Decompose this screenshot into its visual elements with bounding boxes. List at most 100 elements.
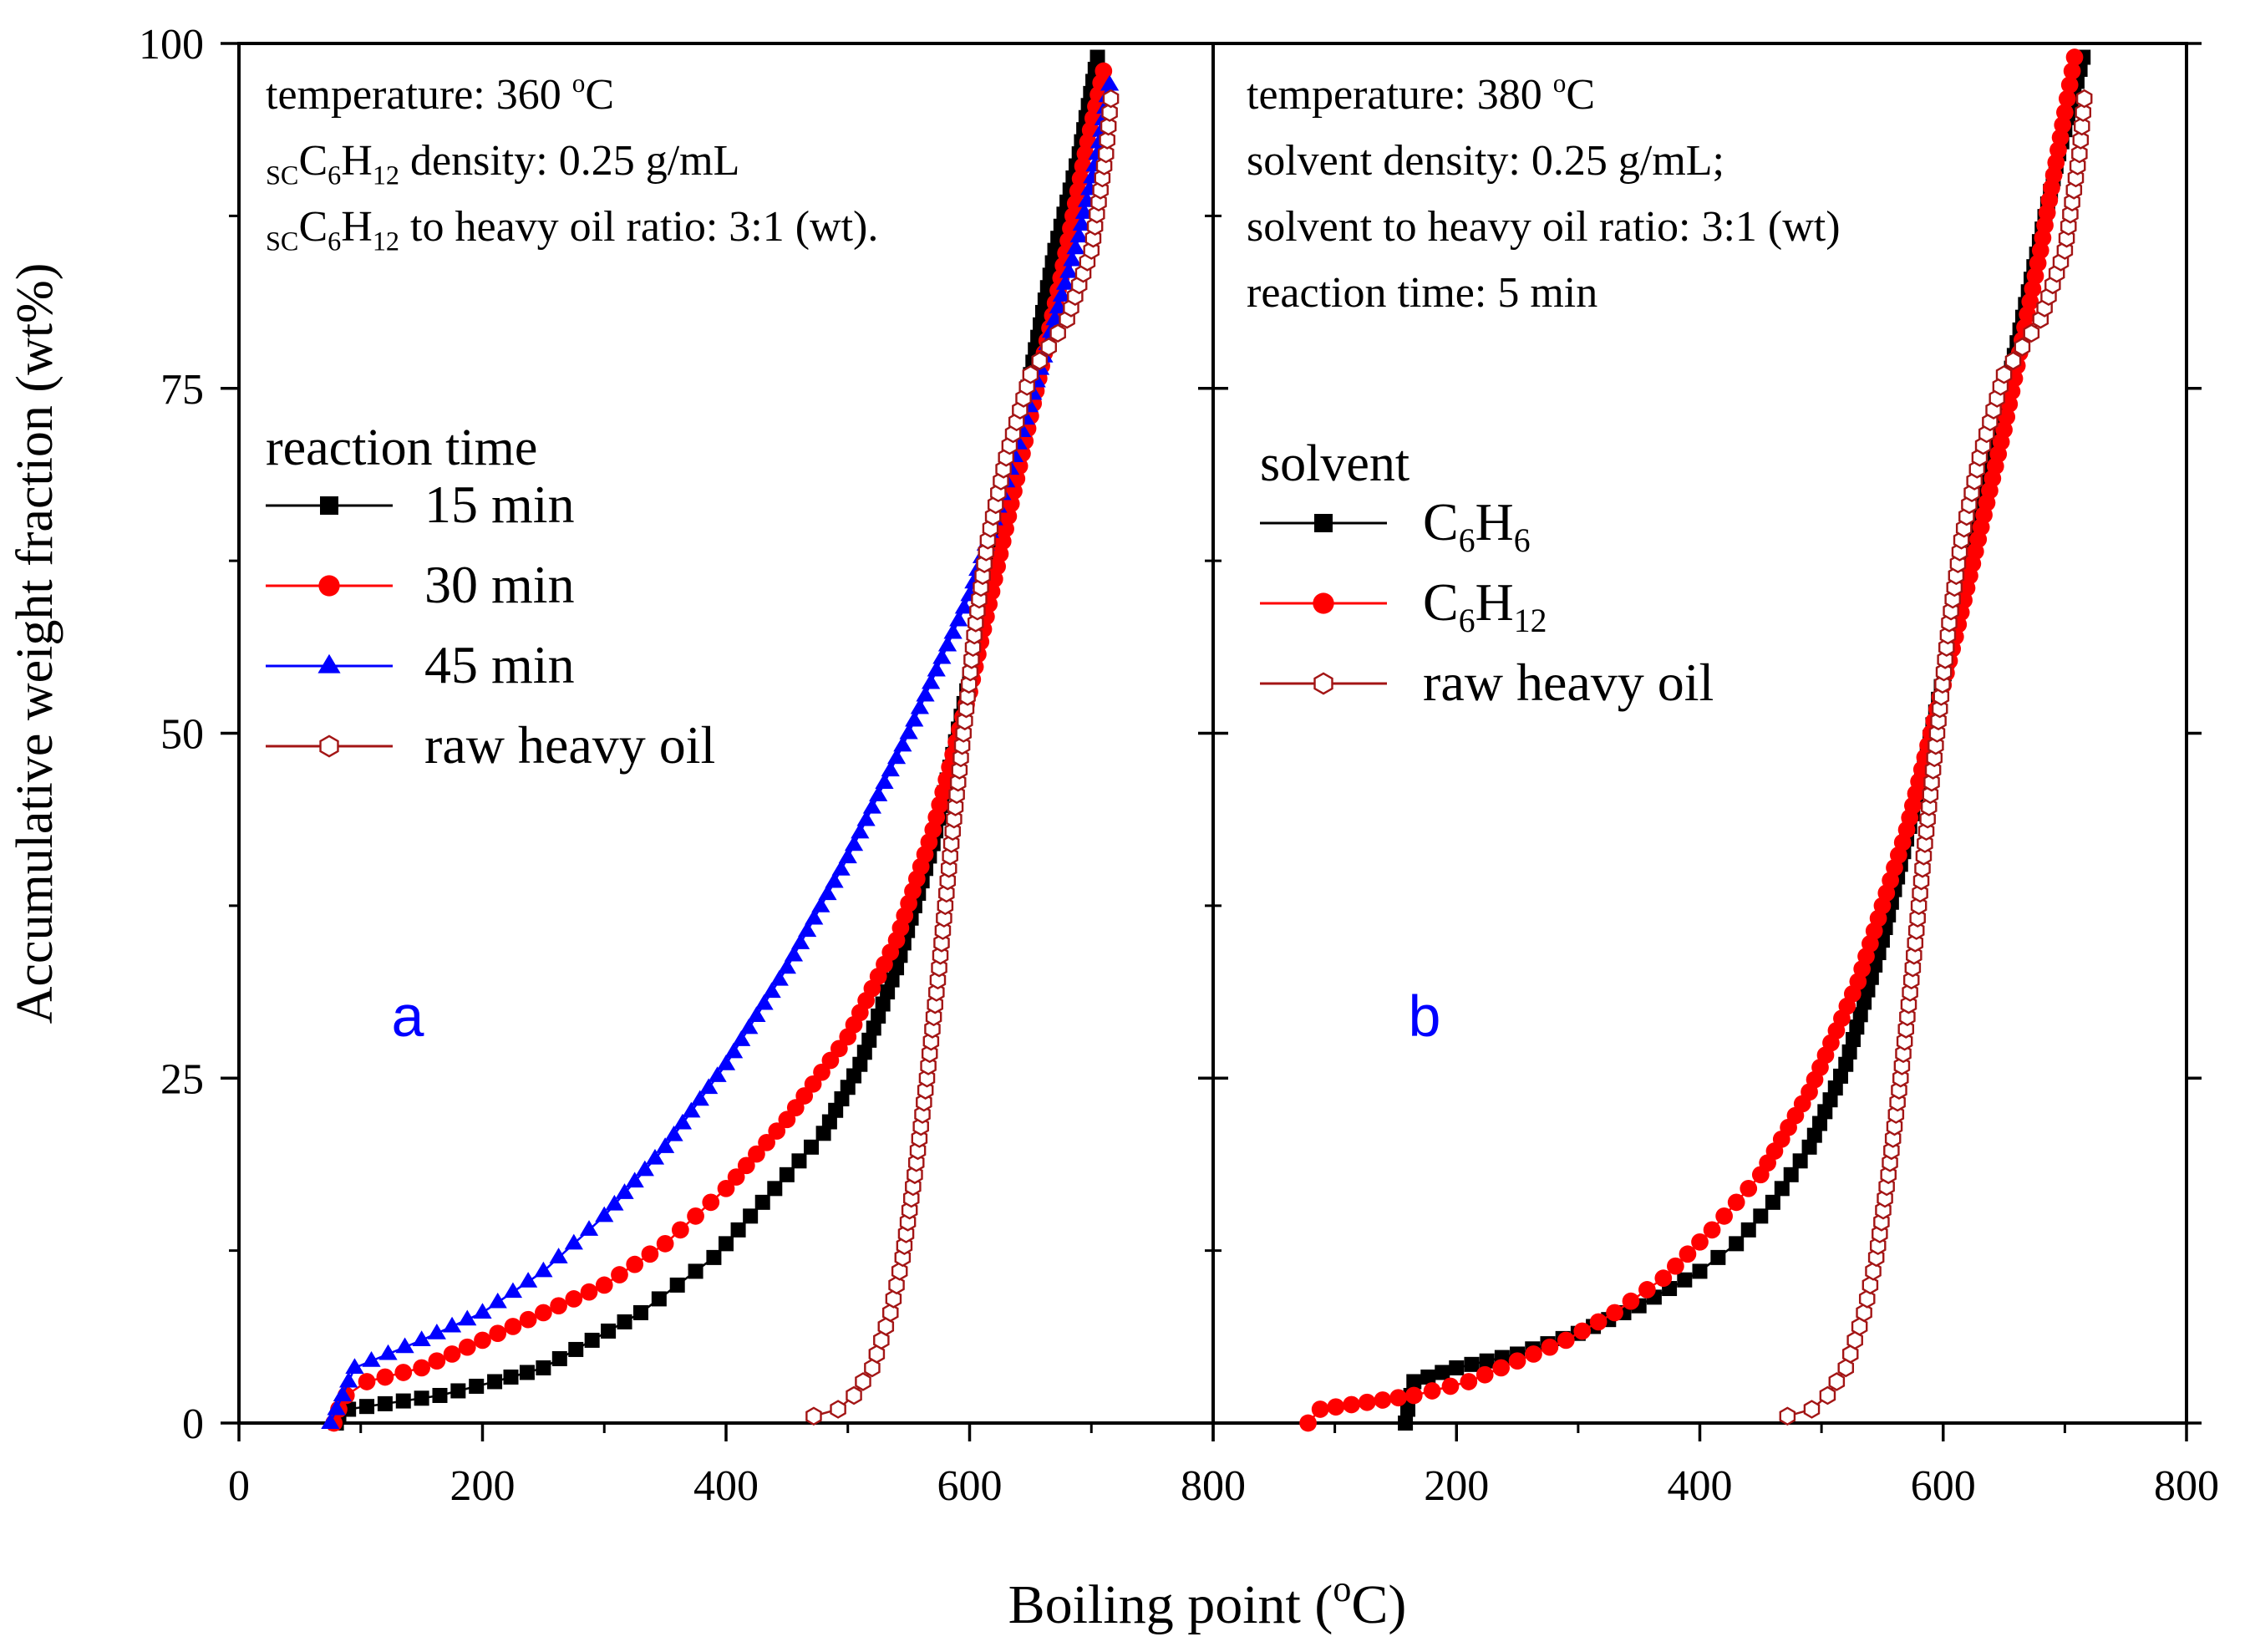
data-point [535,1304,552,1322]
data-point [719,1236,734,1252]
data-point [488,1292,507,1309]
data-point [937,635,957,652]
data-point [1833,1068,1849,1084]
y-tick-label: 75 [160,366,204,414]
series-c6h12 [1299,48,2084,1432]
data-point [830,1039,848,1058]
data-point [1089,49,1105,65]
data-point [1059,262,1079,278]
data-point [2060,76,2079,94]
x-tick-label: 600 [1911,1462,1976,1510]
data-point [871,1008,886,1024]
data-point [1856,1303,1872,1323]
data-point [1710,1249,1726,1265]
data-point [327,1399,346,1416]
data-point [564,1233,583,1250]
data-point [625,1172,644,1188]
data-point [2029,254,2047,272]
y-tick-label: 50 [160,711,204,759]
data-point [869,785,888,801]
data-point [779,1167,795,1182]
data-point [487,1374,503,1390]
data-point [893,735,912,752]
data-point [339,1371,358,1388]
data-point [754,1194,770,1210]
data-point [333,1385,353,1401]
data-point [1476,1365,1494,1384]
data-point [1097,144,1115,164]
data-point [504,1318,522,1335]
data-point [747,1006,766,1022]
data-point [1095,62,1113,80]
data-point [321,1413,340,1430]
data-point [938,883,955,903]
data-point [1374,1391,1392,1409]
data-point [769,969,789,986]
data-point [1998,408,2016,426]
data-point [1358,1393,1376,1411]
data-point [412,1330,431,1346]
data-point [2075,103,2091,122]
data-point [2014,337,2031,357]
data-point [855,1372,871,1391]
data-point [934,921,952,940]
data-point [702,1193,720,1212]
data-point [2063,62,2081,80]
series-line [1307,57,2076,1424]
data-point [862,797,882,814]
data-point [2056,104,2074,121]
data-point [1638,1281,1656,1299]
data-point [899,723,918,740]
data-point [427,1323,446,1339]
data-point [345,1358,364,1374]
data-point [877,1317,895,1336]
data-point [2019,305,2036,323]
data-point [786,1099,805,1116]
data-point [611,1266,628,1283]
data-point [885,1289,902,1309]
data-point [1063,250,1082,267]
data-point [1910,896,1928,916]
data-point [884,972,900,988]
data-point [1299,1414,1317,1432]
data-point [1022,364,1039,384]
data-point [2026,267,2044,285]
data-point [927,660,946,677]
data-point [1055,274,1075,290]
data-point [2058,89,2076,108]
data-point [565,1290,583,1308]
data-point [732,1030,751,1046]
data-point [1400,1401,1415,1417]
data-point [450,1383,466,1399]
y-tick-label: 0 [182,1400,204,1448]
data-point [1851,1317,1868,1336]
data-point [1774,1181,1790,1197]
data-point [1654,1269,1673,1287]
data-point [932,648,952,664]
data-point [568,1341,584,1357]
data-point [414,1390,429,1406]
legend-swatch-marker [1313,672,1333,695]
data-point [805,1406,822,1426]
data-point [844,835,864,851]
data-point [758,1133,775,1151]
data-point [1691,1233,1709,1251]
data-point [1856,994,1872,1010]
data-point [1803,1400,1821,1419]
data-point [791,1153,807,1169]
data-point [503,1282,523,1299]
data-point [2023,323,2040,343]
data-point [1100,74,1120,91]
data-point [595,1276,613,1294]
data-point [1914,859,1931,878]
series-raw-heavy-oil [1779,89,2093,1426]
y-tick-label: 25 [160,1055,204,1103]
data-point [378,1344,398,1360]
panel-letter: b [1409,984,1441,1049]
data-point [881,1303,899,1323]
data-point [888,1275,905,1295]
data-point [1100,116,1117,136]
data-point [825,872,844,888]
data-point [1622,1292,1640,1310]
